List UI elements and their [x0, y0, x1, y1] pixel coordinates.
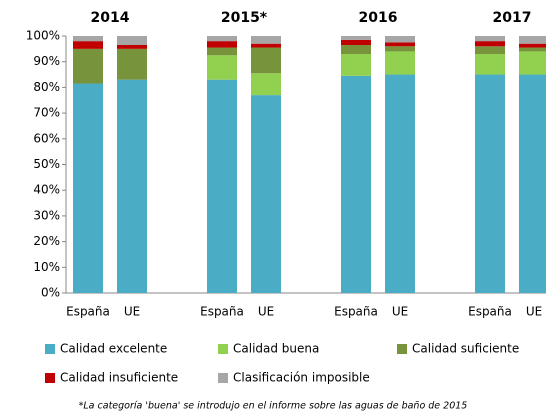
y-tick-label: 100%: [26, 29, 60, 43]
bar-segment: [385, 46, 415, 52]
bar-segment: [519, 36, 546, 44]
legend-label: Calidad buena: [233, 342, 319, 356]
bar-segment: [73, 36, 103, 42]
bar-segment: [207, 36, 237, 42]
group-label: 2015*: [221, 10, 268, 26]
bar-segment: [207, 55, 237, 80]
bar-segment: [251, 43, 281, 48]
bar-segment: [207, 41, 237, 48]
bar-segment: [117, 36, 147, 45]
x-tick-label: UE: [526, 305, 542, 319]
x-tick-label: UE: [392, 305, 408, 319]
bar-segment: [475, 46, 505, 54]
y-tick-label: 70%: [33, 106, 60, 120]
y-tick-label: 60%: [33, 131, 60, 145]
x-tick-label: España: [200, 305, 244, 319]
bar-segment: [341, 36, 371, 40]
legend-label: Calidad insuficiente: [60, 371, 178, 385]
bar-segment: [475, 53, 505, 75]
legend-label: Calidad suficiente: [412, 342, 519, 356]
x-tick-label: España: [334, 305, 378, 319]
bar-segment: [385, 74, 415, 293]
bar-segment: [341, 44, 371, 54]
x-tick-label: UE: [258, 305, 274, 319]
y-tick-label: 80%: [33, 80, 60, 94]
bar-segment: [251, 95, 281, 293]
y-tick-label: 20%: [33, 234, 60, 248]
x-tick-label: España: [468, 305, 512, 319]
bar-segment: [73, 41, 103, 49]
legend-swatch: [218, 373, 228, 383]
bar-segment: [251, 47, 281, 74]
bar-segment: [207, 47, 237, 56]
legend-label: Calidad excelente: [60, 342, 167, 356]
bar-segment: [519, 51, 546, 75]
legend-swatch: [397, 344, 407, 354]
bar-segment: [341, 53, 371, 76]
bar-segment: [73, 48, 103, 84]
group-label: 2014: [91, 10, 130, 26]
bar-segment: [385, 36, 415, 43]
bar-segment: [73, 83, 103, 293]
bar-segment: [207, 79, 237, 293]
bar-segment: [519, 47, 546, 52]
y-tick-label: 90%: [33, 54, 60, 68]
y-tick-label: 50%: [33, 157, 60, 171]
group-label: 2017: [493, 10, 532, 26]
y-tick-label: 10%: [33, 260, 60, 274]
x-tick-label: UE: [124, 305, 140, 319]
x-tick-label: España: [66, 305, 110, 319]
bar-segment: [117, 48, 147, 80]
bar-segment: [341, 39, 371, 45]
bar-segment: [475, 74, 505, 293]
y-tick-label: 30%: [33, 208, 60, 222]
bar-segment: [519, 43, 546, 48]
y-tick-label: 40%: [33, 183, 60, 197]
bar-segment: [117, 79, 147, 293]
y-tick-label: 0%: [41, 286, 60, 300]
bar-segment: [475, 36, 505, 42]
bar-segment: [475, 41, 505, 47]
legend-swatch: [45, 373, 55, 383]
bar-segment: [251, 73, 281, 96]
legend-label: Clasificación imposible: [233, 371, 370, 385]
bar-segment: [385, 42, 415, 47]
bar-segment: [117, 44, 147, 49]
legend-swatch: [218, 344, 228, 354]
bar-segment: [519, 74, 546, 293]
group-label: 2016: [359, 10, 398, 26]
bar-segment: [341, 75, 371, 294]
footnote: *La categoría 'buena' se introdujo en el…: [79, 401, 468, 412]
legend-swatch: [45, 344, 55, 354]
bar-segment: [385, 51, 415, 75]
bar-segment: [251, 36, 281, 44]
